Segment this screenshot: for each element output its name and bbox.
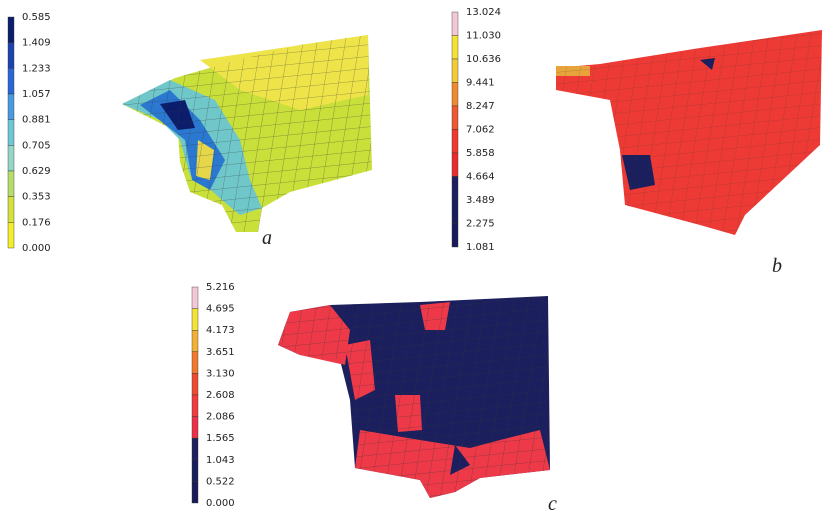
legend-label: 9.441 <box>466 78 495 89</box>
legend-label: 0.629 <box>22 166 51 177</box>
legend-swatch <box>452 36 458 60</box>
legend-label: 0.585 <box>22 12 51 23</box>
contour-plot-a <box>122 35 372 232</box>
legend-label: 0.353 <box>22 192 51 203</box>
legend-swatch <box>8 94 14 120</box>
legend-swatch <box>192 438 198 460</box>
legend-swatch <box>452 224 458 248</box>
legend-label: 11.030 <box>466 31 501 42</box>
legend-label: 5.216 <box>206 282 235 293</box>
legend-label: 0.881 <box>22 115 51 126</box>
legend-label: 0.522 <box>206 476 235 487</box>
legend-swatch <box>452 130 458 154</box>
legend-label: 8.247 <box>466 101 495 112</box>
legend-label: 3.489 <box>466 195 495 206</box>
legend-label: 0.705 <box>22 140 51 151</box>
legend-swatch <box>8 222 14 248</box>
legend-swatch <box>192 309 198 331</box>
legend-swatch <box>452 83 458 107</box>
legend-swatch <box>192 330 198 352</box>
legend-swatch <box>452 12 458 36</box>
legend-label: 2.086 <box>206 412 235 423</box>
legend-label: 0.000 <box>206 498 235 509</box>
legend-label: 10.636 <box>466 54 501 65</box>
legend-label: 3.651 <box>206 347 235 358</box>
legend-swatch <box>8 197 14 223</box>
panel-label: c <box>548 493 557 512</box>
legend-label: 2.275 <box>466 219 495 230</box>
legend-swatch <box>192 481 198 503</box>
panel-label: a <box>262 227 272 249</box>
legend-swatch <box>8 43 14 69</box>
legend-swatch <box>8 17 14 43</box>
legend-swatch <box>452 59 458 83</box>
legend-label: 4.695 <box>206 304 235 315</box>
legend-label: 4.173 <box>206 325 235 336</box>
legend-swatch <box>8 68 14 94</box>
contour-plot-c <box>278 296 550 498</box>
legend-label: 13.024 <box>466 7 501 18</box>
legend-label: 5.858 <box>466 148 495 159</box>
legend-swatch <box>192 460 198 482</box>
panel-label: b <box>772 255 782 277</box>
legend-label: 0.000 <box>22 243 51 254</box>
legend-swatch <box>192 287 198 309</box>
figure: 0.585 1.409 1.233 1.057 0.881 0.705 0.629 0.353… <box>0 0 833 512</box>
legend-swatch <box>8 120 14 146</box>
legend-swatch <box>8 145 14 171</box>
legend-swatch <box>192 417 198 439</box>
legend-label: 1.081 <box>466 242 495 253</box>
legend-label: 4.664 <box>466 172 495 183</box>
legend-label: 1.057 <box>22 89 51 100</box>
contour-plot-b <box>556 30 822 235</box>
legend-label: 0.176 <box>22 217 51 228</box>
legend-label: 1.409 <box>22 38 51 49</box>
legend-swatch <box>192 352 198 374</box>
legend-label: 7.062 <box>466 125 495 136</box>
legend-label: 1.565 <box>206 433 235 444</box>
legend-swatch <box>192 373 198 395</box>
legend-swatch <box>452 106 458 130</box>
legend-label: 1.233 <box>22 63 51 74</box>
legend-swatch <box>192 395 198 417</box>
legend-label: 3.130 <box>206 368 235 379</box>
legend-label: 1.043 <box>206 455 235 466</box>
legend-swatch <box>8 171 14 197</box>
legend-label: 2.608 <box>206 390 235 401</box>
legend-swatch <box>452 200 458 224</box>
legend-swatch <box>452 177 458 201</box>
legend-swatch <box>452 153 458 177</box>
